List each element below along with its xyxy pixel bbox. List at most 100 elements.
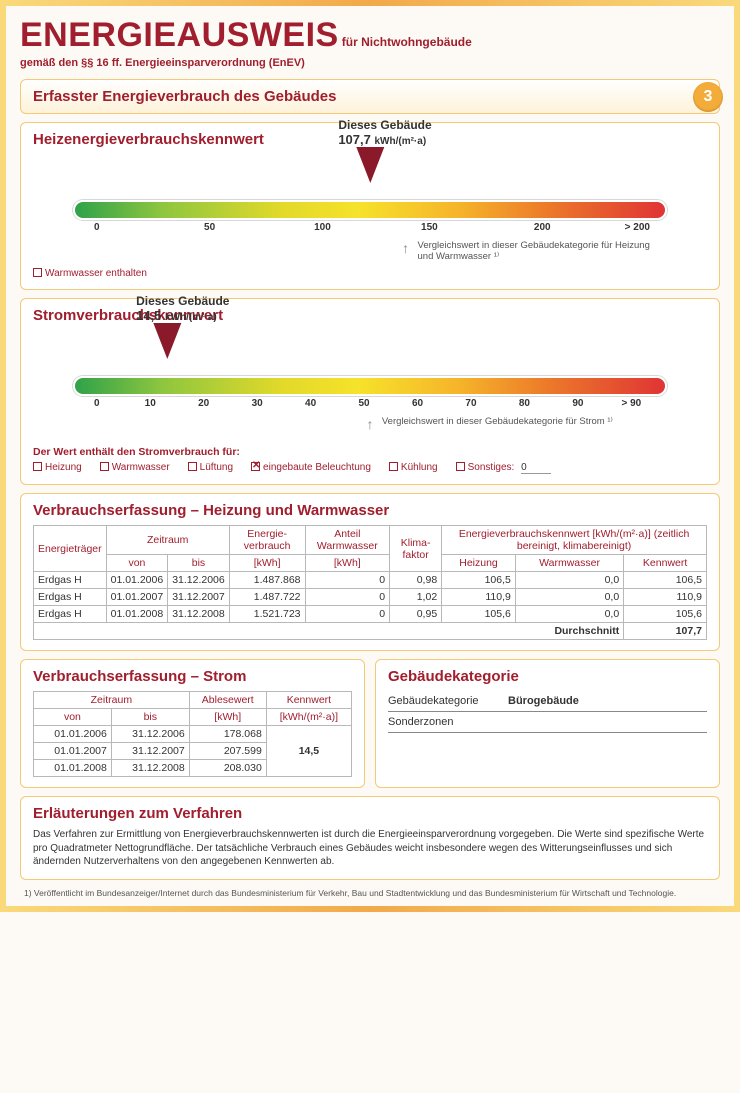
cell: 01.01.2008 [106, 606, 168, 623]
category-row: GebäudekategorieBürogebäude [388, 691, 707, 712]
panel-erlauterung: Erläuterungen zum Verfahren Das Verfahre… [20, 796, 720, 880]
cell: 31.12.2008 [168, 606, 230, 623]
cell: 105,6 [624, 606, 707, 623]
cb-item-sonstiges: Sonstiges: 0 [456, 462, 551, 474]
sonstiges-value: 0 [521, 462, 551, 474]
th-s-kw: Kennwert [266, 692, 351, 709]
cell: 1.521.723 [229, 606, 305, 623]
heiz-cb-label: Warmwasser enthalten [45, 268, 147, 279]
checkbox [33, 462, 42, 471]
table-row: Erdgas H01.01.200631.12.20061.487.86800,… [34, 572, 707, 589]
category-row: Sonderzonen [388, 712, 707, 733]
tick: 0 [94, 398, 100, 409]
cb-label: Warmwasser [112, 462, 170, 473]
cell: 106,5 [624, 572, 707, 589]
th-s-bis: bis [111, 709, 189, 726]
strom-marker-unit: kWh/(m²·a) [165, 312, 217, 323]
header: ENERGIEAUSWEIS für Nichtwohngebäude gemä… [20, 16, 720, 69]
heiz-marker-value: 107,7 [338, 132, 371, 147]
tick: 200 [534, 222, 551, 233]
doc-title: ENERGIEAUSWEIS [20, 16, 339, 54]
th-s-unit: [kWh/(m²·a)] [266, 709, 351, 726]
page-number-badge: 3 [693, 82, 723, 112]
cell: Erdgas H [34, 606, 107, 623]
table-row-avg: Durchschnitt107,7 [34, 623, 707, 640]
th-kw: Kennwert [624, 555, 707, 572]
cb-label: Heizung [45, 462, 82, 473]
tick: 80 [519, 398, 530, 409]
checkbox [251, 462, 260, 471]
th-kf: Klima-faktor [390, 526, 442, 572]
cb-item: Warmwasser [100, 462, 170, 473]
cell: 0,0 [515, 589, 623, 606]
th-kwh: [kWh] [229, 555, 305, 572]
panel-strom: Stromverbrauchskennwert Dieses Gebäude 1… [20, 298, 720, 485]
cell: 0,98 [390, 572, 442, 589]
cell: 1.487.868 [229, 572, 305, 589]
cell: 110,9 [442, 589, 516, 606]
heiz-marker-label: Dieses Gebäude [338, 118, 431, 132]
tick: 90 [572, 398, 583, 409]
doc-subtitle: für Nichtwohngebäude [342, 35, 472, 49]
table-hw: Energieträger Zeitraum Energie-verbrauch… [33, 525, 707, 640]
tick: 70 [465, 398, 476, 409]
heiz-checkbox-row: Warmwasser enthalten [33, 268, 707, 279]
th-aw: Anteil Warmwasser [305, 526, 390, 555]
cell: 31.12.2006 [111, 726, 189, 743]
cell: 0,0 [515, 572, 623, 589]
panel-heiz: Heizenergieverbrauchskennwert Dieses Geb… [20, 122, 720, 290]
kategorie-rows: GebäudekategorieBürogebäudeSonderzonen [388, 691, 707, 733]
strom-marker: Dieses Gebäude 14,5 kWh/(m²·a) [106, 330, 229, 359]
tick: > 200 [625, 222, 650, 233]
table-strom: Zeitraum Ablesewert Kennwert von bis [kW… [33, 691, 352, 777]
checkbox-warmwasser [33, 268, 42, 277]
strom-checkboxes: HeizungWarmwasserLüftungeingebaute Beleu… [33, 462, 707, 474]
verbrauch-strom-title: Verbrauchserfassung – Strom [33, 668, 352, 685]
cell-durchschnitt-label: Durchschnitt [34, 623, 624, 640]
cell: 0,0 [515, 606, 623, 623]
cell: 110,9 [624, 589, 707, 606]
cell: 01.01.2007 [34, 743, 112, 760]
table-row: Erdgas H01.01.200731.12.20071.487.72201,… [34, 589, 707, 606]
tick: 100 [314, 222, 331, 233]
heiz-compare-text: Vergleichswert in dieser Gebäudekategori… [418, 240, 667, 263]
tick: 0 [94, 222, 100, 233]
down-arrow-icon [356, 147, 384, 183]
strom-note: Der Wert enthält den Stromverbrauch für: [33, 446, 707, 458]
checkbox [456, 462, 465, 471]
strom-marker-label: Dieses Gebäude [136, 294, 229, 308]
strom-title: Stromverbrauchskennwert [33, 307, 707, 324]
footnote: 1) Veröffentlicht im Bundesanzeiger/Inte… [20, 888, 720, 898]
table-row: 01.01.200631.12.2006178.06814,5 [34, 726, 352, 743]
th-s-ab: Ablesewert [189, 692, 266, 709]
cb-label: eingebaute Beleuchtung [263, 462, 371, 473]
th-ww: Warmwasser [515, 555, 623, 572]
th-kw-group: Energieverbrauchskennwert [kWh/(m²·a)] (… [442, 526, 707, 555]
cb-item: Kühlung [389, 462, 438, 473]
cell: 1.487.722 [229, 589, 305, 606]
cell: 106,5 [442, 572, 516, 589]
section-header: Erfasster Energieverbrauch des Gebäudes … [20, 79, 720, 114]
two-column: Verbrauchserfassung – Strom Zeitraum Abl… [20, 659, 720, 796]
th-ev: Energie-verbrauch [229, 526, 305, 555]
cb-label: Kühlung [401, 462, 438, 473]
th-kwh2: [kWh] [305, 555, 390, 572]
cell: 31.12.2007 [111, 743, 189, 760]
cell-strom-kennwert: 14,5 [266, 726, 351, 777]
checkbox [389, 462, 398, 471]
cat-value: Bürogebäude [508, 695, 579, 707]
tick: 150 [421, 222, 438, 233]
heiz-color-bar [73, 200, 667, 220]
cell: 31.12.2007 [168, 589, 230, 606]
cat-key: Gebäudekategorie [388, 695, 508, 707]
heiz-ticks: 050100150200> 200 [73, 222, 667, 238]
cell: 105,6 [442, 606, 516, 623]
cell: 0 [305, 589, 390, 606]
strom-ticks: 0102030405060708090> 90 [73, 398, 667, 414]
up-arrow-icon: ↑ [367, 416, 374, 432]
cell: 31.12.2008 [111, 760, 189, 777]
strom-scale: Dieses Gebäude 14,5 kWh/(m²·a) 010203040… [33, 330, 707, 422]
cat-key: Sonderzonen [388, 716, 508, 728]
th-zeitraum: Zeitraum [106, 526, 229, 555]
strom-compare-text: Vergleichswert in dieser Gebäudekategori… [382, 416, 613, 427]
